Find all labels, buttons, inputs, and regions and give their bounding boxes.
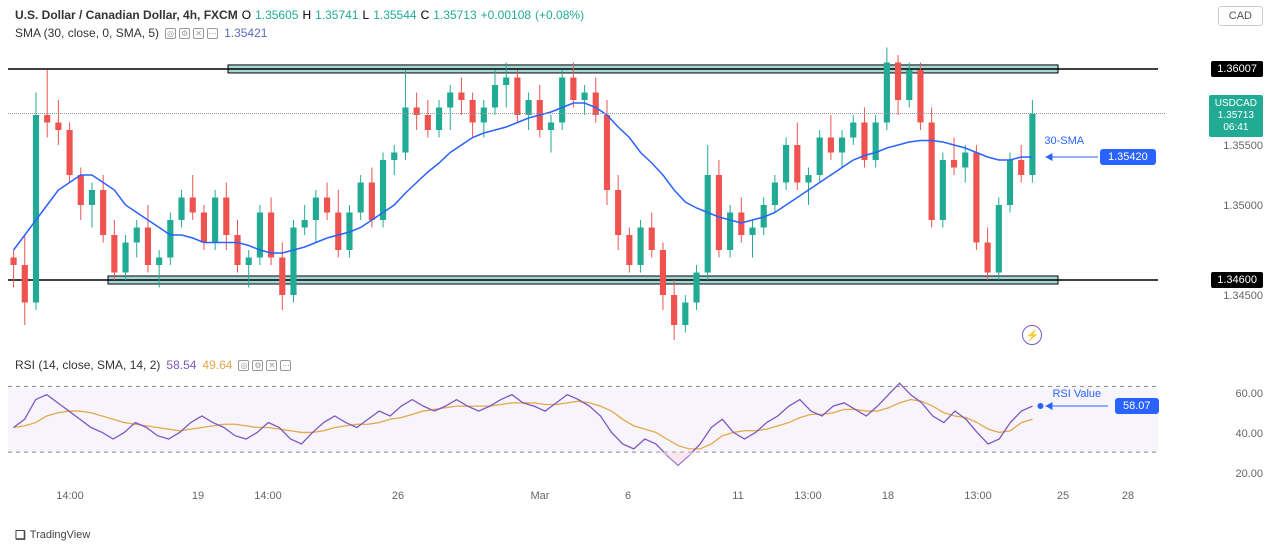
ohlc-c: 1.35713 [433,8,476,22]
sma-more-icon[interactable]: ⋯ [207,28,218,39]
y-tick: 20.00 [1235,468,1263,480]
current-price-tag: USDCAD 1.35713 06:41 [1209,95,1263,137]
y-tick: 40.00 [1235,428,1263,440]
ohlc-l-label: L [363,8,370,22]
y-tick: 1.35500 [1223,140,1263,152]
ohlc-l: 1.35544 [373,8,416,22]
ohlc-o: 1.35605 [255,8,298,22]
tv-text: TradingView [30,529,91,541]
sma-value: 1.35421 [224,26,267,40]
x-tick: 18 [882,490,894,502]
chart-header: U.S. Dollar / Canadian Dollar, 4h, FXCM … [15,8,584,22]
rsi-chart[interactable] [8,370,1158,485]
upper-band-tag: 1.36007 [1211,61,1263,77]
price-chart[interactable] [8,40,1158,340]
y-axis-main: 1.35000 1.35500 1.34500 [1165,40,1275,340]
chart-container: U.S. Dollar / Canadian Dollar, 4h, FXCM … [0,0,1275,552]
tv-icon: ❏‍ [15,528,26,542]
sma-eye-icon[interactable]: ◎ [165,28,176,39]
ohlc-change: +0.00108 [481,8,531,22]
y-tick: 60.00 [1235,388,1263,400]
sma-del-icon[interactable]: ✕ [193,28,204,39]
lower-band-tag: 1.34600 [1211,272,1263,288]
x-tick: 14:00 [254,490,282,502]
x-tick: 28 [1122,490,1134,502]
current-symbol: USDCAD [1215,98,1257,110]
x-tick: 26 [392,490,404,502]
sma-gear-icon[interactable]: ⚙ [179,28,190,39]
ohlc-o-label: O [242,8,251,22]
lightning-icon[interactable]: ⚡ [1022,325,1042,345]
rsi-controls[interactable]: ◎ ⚙ ✕ ⋯ [238,360,291,371]
sma-header: SMA (30, close, 0, SMA, 5) ◎ ⚙ ✕ ⋯ 1.354… [15,26,267,40]
x-tick: 13:00 [964,490,992,502]
x-tick: 14:00 [56,490,84,502]
sma-price-tag: 1.35420 [1100,149,1156,165]
x-tick: 19 [192,490,204,502]
current-price: 1.35713 [1215,110,1257,122]
rsi-more-icon[interactable]: ⋯ [280,360,291,371]
x-axis: 14:00 19 14:00 26 Mar 6 11 13:00 18 13:00 25 28 [8,490,1158,510]
y-tick: 1.34500 [1223,290,1263,302]
rsi-eye-icon[interactable]: ◎ [238,360,249,371]
rsi-value-label: RSI Value [1052,388,1101,400]
pair-title: U.S. Dollar / Canadian Dollar, 4h, FXCM [15,8,238,22]
sma-controls[interactable]: ◎ ⚙ ✕ ⋯ [165,28,218,39]
rsi-value-tag: 58.07 [1115,398,1159,414]
x-tick: 6 [625,490,631,502]
y-tick: 1.35000 [1223,200,1263,212]
ohlc-c-label: C [421,8,430,22]
x-tick: Mar [531,490,550,502]
current-price-line [8,113,1165,114]
x-tick: 13:00 [794,490,822,502]
rsi-gear-icon[interactable]: ⚙ [252,360,263,371]
countdown: 06:41 [1215,122,1257,134]
ohlc-change-pct: (+0.08%) [535,8,584,22]
tradingview-logo[interactable]: ❏‍ TradingView [15,528,90,542]
currency-button[interactable]: CAD [1218,6,1263,26]
x-tick: 25 [1057,490,1069,502]
sma-label: SMA (30, close, 0, SMA, 5) [15,26,159,40]
sma-line-label: 30-SMA [1044,135,1084,147]
y-axis-rsi: 60.00 40.00 20.00 [1165,370,1275,485]
ohlc-h-label: H [302,8,311,22]
ohlc-h: 1.35741 [315,8,358,22]
x-tick: 11 [732,490,743,502]
rsi-del-icon[interactable]: ✕ [266,360,277,371]
